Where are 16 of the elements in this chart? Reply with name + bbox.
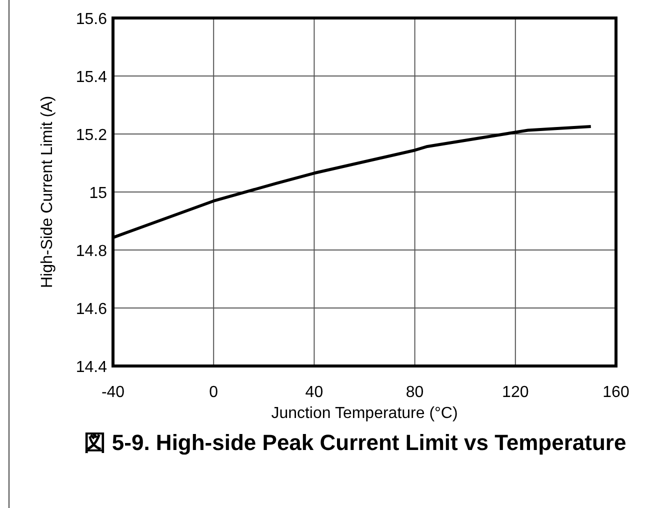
x-axis-title: Junction Temperature (°C) <box>271 405 458 422</box>
y-tick-label: 14.4 <box>76 359 108 376</box>
y-axis-title: High-Side Current Limit (A) <box>39 96 56 288</box>
x-tick-label: 160 <box>602 384 630 401</box>
y-tick-label: 15 <box>89 185 108 202</box>
y-tick-label: 14.6 <box>76 301 108 318</box>
y-tick-label: 15.4 <box>76 69 108 86</box>
x-tick-label: 40 <box>305 384 324 401</box>
x-tick-label: 0 <box>209 384 218 401</box>
x-tick-label: -40 <box>101 384 125 401</box>
y-tick-label: 15.2 <box>76 127 108 144</box>
text: 図 5-9. High-side Peak Current Limit vs Temperature <box>82 429 628 457</box>
x-tick-label: 80 <box>406 384 424 401</box>
x-tick-label: 120 <box>502 384 529 401</box>
y-tick-label: 14.8 <box>76 243 108 260</box>
y-tick-label: 15.6 <box>76 11 108 28</box>
